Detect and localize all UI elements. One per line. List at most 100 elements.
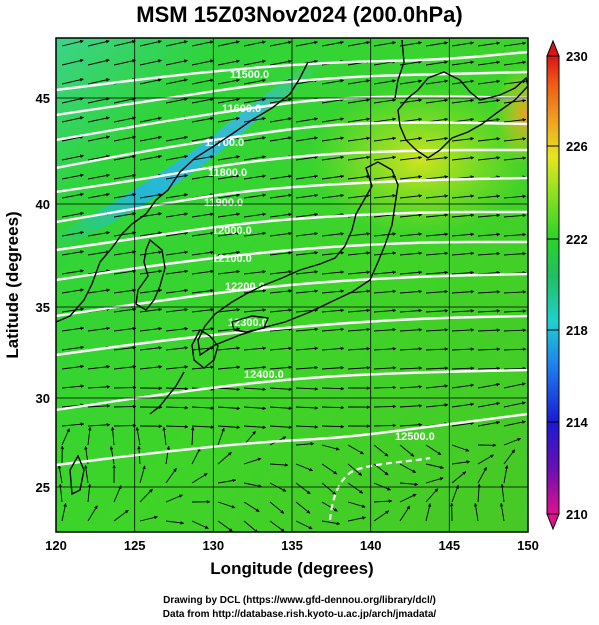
- wind-arrow: [477, 41, 501, 47]
- wind-arrow: [113, 231, 137, 237]
- contour-line: [56, 176, 528, 224]
- wind-arrow: [61, 78, 84, 85]
- wind-arrow: [269, 346, 293, 351]
- wind-arrow: [61, 364, 85, 370]
- wind-arrow: [295, 251, 319, 256]
- wind-arrow: [165, 405, 189, 410]
- wind-arrow: [113, 326, 137, 332]
- wind-arrow: [191, 174, 215, 180]
- wind-arrow: [425, 98, 449, 104]
- colorbar: 230 226 222 218 214 210: [546, 39, 588, 531]
- wind-arrow: [451, 347, 475, 351]
- wind-arrow: [269, 308, 293, 313]
- wind-arrow: [321, 327, 345, 332]
- wind-arrow: [347, 232, 371, 237]
- wind-arrow: [84, 464, 89, 484]
- china-coast: [56, 61, 309, 323]
- wind-arrow: [61, 345, 85, 351]
- wind-arrow: [191, 212, 215, 218]
- wind-arrow: [347, 482, 364, 494]
- wind-arrow: [87, 231, 111, 237]
- wind-arrow: [373, 366, 397, 370]
- wind-arrow: [477, 382, 501, 389]
- wind-arrow: [399, 423, 423, 427]
- wind-arrow: [399, 270, 423, 275]
- wind-arrow: [425, 175, 449, 180]
- wind-arrow: [321, 40, 344, 47]
- wind-arrow: [269, 425, 293, 429]
- wind-arrow: [399, 251, 423, 256]
- wind-arrow: [425, 155, 449, 161]
- wind-arrow: [61, 428, 70, 446]
- wind-arrow: [113, 423, 137, 428]
- wind-arrow: [113, 485, 122, 503]
- wind-arrow: [113, 288, 137, 294]
- contour-label: 11600.0: [222, 103, 261, 115]
- wind-arrow: [113, 385, 137, 390]
- wind-arrow: [425, 366, 449, 370]
- wind-arrow: [217, 427, 225, 446]
- wind-arrow: [295, 212, 319, 218]
- wind-arrow: [473, 502, 479, 522]
- japan-honshu-coast: [197, 161, 399, 357]
- wind-arrow: [87, 58, 110, 66]
- map-gridlines: [56, 38, 528, 532]
- wind-arrow: [503, 98, 527, 104]
- contour-line: [56, 95, 528, 142]
- wind-arrow: [425, 309, 449, 313]
- wind-arrow: [61, 326, 85, 332]
- wind-arrow: [503, 60, 527, 66]
- wind-arrow: [191, 473, 208, 484]
- wind-arrow: [243, 155, 267, 161]
- wind-arrow: [87, 326, 111, 332]
- lon-tick-130: 130: [202, 538, 224, 553]
- wind-arrow: [269, 520, 285, 532]
- contour-line: [56, 412, 528, 467]
- wind-arrow: [477, 309, 501, 313]
- colorbar-label-218: 218: [566, 323, 588, 338]
- wind-arrow: [499, 502, 505, 522]
- wind-arrow: [217, 193, 241, 199]
- contour-label: 12100.0: [212, 253, 252, 265]
- wind-arrow: [165, 269, 189, 275]
- wind-arrow: [217, 250, 241, 256]
- wind-arrow: [165, 468, 177, 484]
- japan-shikoku-coast: [231, 315, 269, 333]
- wind-arrow: [321, 98, 345, 104]
- wind-arrow: [399, 505, 411, 522]
- wind-arrow: [243, 365, 267, 370]
- wind-arrow: [503, 382, 526, 389]
- wind-arrow: [295, 387, 319, 391]
- wind-arrow: [503, 366, 527, 371]
- wind-arrow: [217, 59, 240, 66]
- wind-arrow: [477, 420, 501, 427]
- wind-arrow: [113, 307, 137, 313]
- wind-arrow: [61, 154, 84, 161]
- wind-arrow: [347, 346, 371, 351]
- japan-hokkaido-coast: [397, 71, 528, 159]
- wind-arrow: [217, 231, 241, 237]
- wind-arrow: [139, 59, 162, 66]
- wind-arrow: [191, 269, 215, 275]
- wind-arrow: [321, 251, 345, 256]
- wind-arrow: [373, 385, 397, 390]
- wind-arrow: [321, 346, 345, 351]
- wind-arrow: [477, 466, 487, 484]
- wind-arrow: [373, 289, 397, 294]
- wind-arrow: [139, 231, 163, 237]
- wind-arrow: [477, 328, 501, 332]
- contour-label: 11500.0: [230, 69, 269, 81]
- wind-arrow: [451, 289, 475, 294]
- wind-arrow: [503, 137, 527, 142]
- wind-arrow: [373, 193, 397, 199]
- wind-arrow: [87, 78, 110, 85]
- wind-arrow: [425, 403, 449, 408]
- wind-arrow: [165, 250, 189, 256]
- contour-label: 12500.0: [395, 431, 435, 443]
- wind-arrow: [243, 406, 267, 411]
- wind-arrow: [425, 289, 449, 294]
- wind-arrow: [139, 365, 163, 370]
- wind-arrow: [321, 405, 345, 410]
- wind-arrow: [217, 501, 236, 509]
